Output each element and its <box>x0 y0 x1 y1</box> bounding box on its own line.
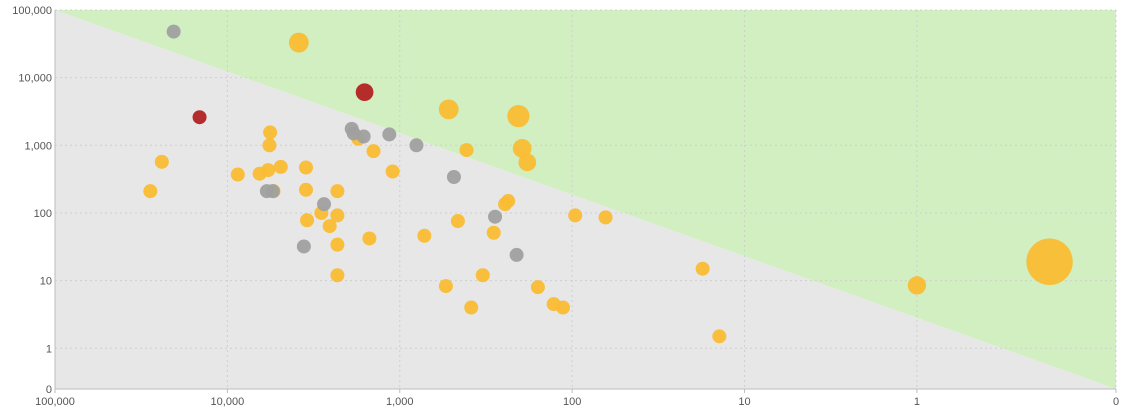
orange-point <box>288 32 309 53</box>
orange-point <box>298 160 313 175</box>
y-tick-label: 1,000 <box>24 140 52 152</box>
orange-point <box>438 99 459 120</box>
orange-point <box>907 276 927 295</box>
red-point <box>192 110 207 125</box>
axes-layer <box>54 10 1116 390</box>
orange-point <box>450 214 465 229</box>
y-tick-label: 10 <box>40 276 52 288</box>
orange-point <box>273 159 288 174</box>
orange-point <box>530 280 545 295</box>
x-tick-label: 100 <box>563 396 581 408</box>
y-tick-label: 0 <box>46 384 52 396</box>
red-point <box>355 83 374 102</box>
orange-point <box>712 329 727 344</box>
orange-point <box>464 300 479 315</box>
gray-point <box>317 197 332 212</box>
orange-point <box>262 138 277 153</box>
orange-point <box>438 279 453 294</box>
orange-point <box>300 213 315 228</box>
grid-layer <box>54 9 1117 390</box>
orange-point <box>298 182 313 197</box>
orange-point <box>230 167 245 182</box>
x-tick-label: 1 <box>914 396 920 408</box>
orange-point <box>459 143 474 158</box>
x-tick-label: 10 <box>738 396 750 408</box>
orange-point <box>330 208 345 223</box>
orange-point <box>555 300 570 315</box>
gray-point <box>356 129 371 144</box>
orange-point <box>385 164 400 179</box>
orange-point <box>362 231 377 246</box>
y-tick-label: 100,000 <box>12 5 52 17</box>
orange-point <box>475 268 490 283</box>
x-tick-label: 100,000 <box>35 396 75 408</box>
orange-point <box>261 163 276 178</box>
orange-point <box>486 225 501 240</box>
x-tick-label: 1,000 <box>386 396 414 408</box>
orange-point <box>322 219 337 234</box>
orange-point <box>695 261 710 276</box>
gray-point <box>296 239 311 254</box>
y-tick-label: 10,000 <box>18 73 52 85</box>
orange-point <box>366 144 381 159</box>
orange-point <box>263 125 278 140</box>
gray-point <box>446 170 461 185</box>
orange-point <box>518 153 537 172</box>
orange-point <box>330 184 345 199</box>
orange-point <box>598 210 613 225</box>
orange-point <box>330 237 345 252</box>
orange-point <box>512 139 532 158</box>
y-tick-label: 1 <box>46 343 52 355</box>
points-layer <box>143 24 1073 344</box>
orange-point <box>330 268 345 283</box>
y-tick-label: 100 <box>34 208 52 220</box>
orange-point <box>417 228 432 243</box>
gray-point <box>166 24 181 39</box>
orange-point <box>501 194 516 209</box>
regions-layer <box>55 10 1116 389</box>
x-axis-ticks: 100,000 10,000 1,000 100 10 1 0 <box>35 389 1119 408</box>
orange-point <box>154 154 169 169</box>
orange-point <box>1026 238 1073 285</box>
lower-region <box>55 10 1116 389</box>
orange-point <box>507 105 530 128</box>
gray-point <box>488 209 503 224</box>
gray-point <box>265 184 280 199</box>
x-tick-label: 10,000 <box>211 396 245 408</box>
gray-point <box>509 247 524 262</box>
orange-point <box>143 184 158 199</box>
x-tick-label: 0 <box>1113 396 1119 408</box>
gray-point <box>382 127 397 142</box>
orange-point <box>568 208 583 223</box>
gray-point <box>409 138 424 153</box>
